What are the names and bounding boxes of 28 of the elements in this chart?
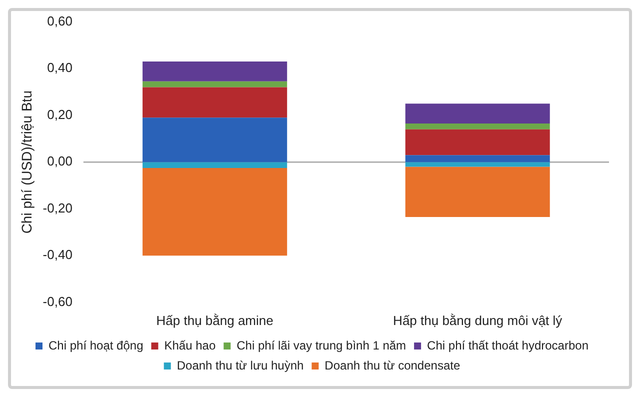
- bar: [142, 87, 288, 118]
- bar: [405, 124, 550, 130]
- y-tick-label: 0,40: [47, 60, 72, 76]
- y-tick-label: -0,60: [42, 294, 72, 309]
- legend-label: Doanh thu từ lưu huỳnh: [176, 358, 304, 372]
- bar: [405, 166, 550, 218]
- legend-label: Chi phí lãi vay trung bình 1 năm: [236, 338, 406, 352]
- bar: [142, 162, 288, 168]
- bar: [142, 81, 288, 88]
- y-axis-title: Chi phí (USD)/triệu Btu: [18, 90, 34, 234]
- y-tick-label: 0,00: [47, 154, 72, 169]
- legend-label: Khấu hao: [164, 338, 216, 352]
- bar: [142, 62, 288, 82]
- y-tick-label: 0,20: [47, 106, 72, 122]
- bar: [142, 168, 288, 256]
- bar: [142, 118, 288, 162]
- bar: [405, 162, 550, 167]
- legend-label: Doanh thu từ condensate: [324, 358, 460, 372]
- bar: [405, 129, 550, 156]
- bar: [405, 104, 550, 124]
- y-tick-label: -0,20: [42, 200, 72, 216]
- legend-label: Chi phí hoạt động: [48, 338, 144, 352]
- legend-label: Chi phí thất thoát hydrocarbon: [427, 338, 588, 352]
- y-tick-label: -0,40: [42, 247, 72, 262]
- x-tick-label: Hấp thụ bằng dung môi vật lý: [393, 312, 563, 328]
- bar: [405, 155, 550, 162]
- x-tick-label: Hấp thụ bằng amine: [156, 312, 274, 328]
- y-tick-label: 0,60: [47, 13, 72, 28]
